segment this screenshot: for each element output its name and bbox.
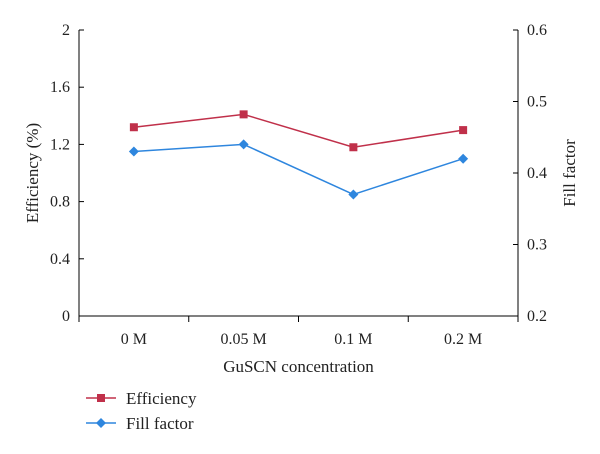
data-point-efficiency bbox=[239, 110, 248, 119]
data-point-fill-factor bbox=[238, 139, 249, 150]
legend-item-fill-factor: Fill factor bbox=[86, 414, 194, 433]
legend-label: Efficiency bbox=[126, 389, 197, 408]
x-tick-label: 0.05 M bbox=[221, 331, 267, 348]
legend-item-efficiency: Efficiency bbox=[86, 389, 197, 408]
left-y-tick-label: 0.8 bbox=[50, 194, 70, 211]
ticks: 0 0.4 0.8 1.2 1.6 2 0.2 0.3 0.4 0.5 0.6 0 M 0.05 M 0.… bbox=[50, 22, 547, 348]
data-point-fill-factor bbox=[128, 146, 139, 157]
data-point-efficiency bbox=[349, 143, 358, 152]
x-tick-label: 0.2 M bbox=[444, 331, 482, 348]
right-y-tick-label: 0.5 bbox=[527, 94, 547, 111]
right-y-axis-title: Fill factor bbox=[560, 139, 579, 207]
right-y-tick-label: 0.6 bbox=[527, 22, 547, 39]
right-y-tick-label: 0.4 bbox=[527, 165, 547, 182]
legend-marker bbox=[97, 394, 105, 402]
series-fill-factor bbox=[128, 139, 469, 200]
x-tick-label: 0.1 M bbox=[334, 331, 372, 348]
left-y-tick-label: 1.2 bbox=[50, 136, 70, 153]
x-axis-title: GuSCN concentration bbox=[223, 357, 374, 376]
data-point-efficiency bbox=[129, 123, 138, 132]
legend: Efficiency Fill factor bbox=[86, 389, 197, 433]
axes bbox=[78, 30, 519, 317]
legend-marker bbox=[96, 418, 106, 428]
series-line-fill-factor bbox=[133, 143, 464, 196]
data-point-fill-factor bbox=[458, 153, 469, 164]
left-y-tick-label: 0.4 bbox=[50, 251, 70, 268]
legend-label: Fill factor bbox=[126, 414, 194, 433]
series-line-efficiency bbox=[133, 113, 464, 149]
left-y-axis-title: Efficiency (%) bbox=[23, 123, 42, 223]
series-efficiency bbox=[129, 110, 468, 152]
left-y-tick-label: 0 bbox=[62, 308, 70, 325]
series-layer bbox=[128, 110, 469, 200]
x-tick-label: 0 M bbox=[121, 331, 147, 348]
left-y-tick-label: 2 bbox=[62, 22, 70, 39]
data-point-efficiency bbox=[459, 126, 468, 135]
data-point-fill-factor bbox=[348, 189, 359, 200]
right-y-tick-label: 0.3 bbox=[527, 237, 547, 254]
left-y-tick-label: 1.6 bbox=[50, 79, 70, 96]
right-y-tick-label: 0.2 bbox=[527, 308, 547, 325]
